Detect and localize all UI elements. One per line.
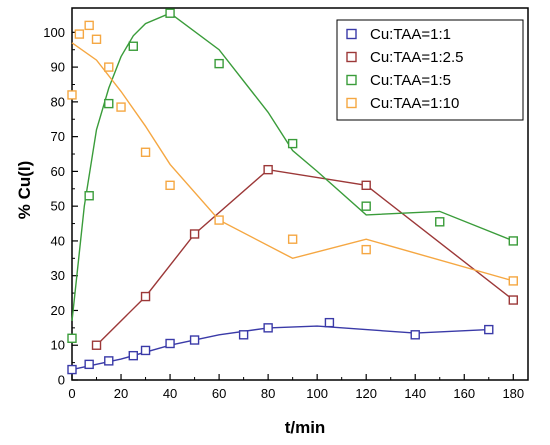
x-tick-label: 120 — [355, 386, 377, 401]
y-axis-ticks: 0 10 20 30 40 50 60 70 80 90 100 — [43, 25, 78, 388]
series-1-point — [84, 359, 94, 370]
series-4-point — [508, 276, 518, 286]
x-tick-label: 20 — [114, 386, 128, 401]
series-3-point — [84, 191, 94, 201]
series-4-point — [361, 244, 371, 255]
series-3-point — [104, 98, 114, 109]
plot-border — [71, 7, 529, 381]
series-1-point — [238, 330, 249, 340]
y-tick-label: 0 — [58, 373, 65, 388]
legend-box — [336, 19, 524, 121]
legend-label: Cu:TAA=1:5 — [370, 72, 451, 89]
series-2-point — [91, 340, 102, 350]
series-2-point — [361, 180, 371, 191]
y-tick-label: 30 — [51, 268, 65, 283]
y-tick-label: 10 — [51, 338, 65, 353]
series-4-point — [67, 90, 77, 100]
series-3-point — [361, 201, 371, 211]
legend: Cu:TAA=1:1 Cu:TAA=1:2.5 Cu:TAA=1:5 Cu:TAA=1… — [336, 19, 524, 121]
y-tick-label: 50 — [51, 199, 65, 214]
x-tick-label: 140 — [404, 386, 426, 401]
x-axis-title: t/min — [285, 418, 326, 437]
series-1-point — [189, 335, 200, 345]
legend-swatch — [346, 74, 357, 86]
series-1-point — [140, 345, 151, 356]
series-points — [67, 8, 518, 375]
legend-swatch — [346, 97, 357, 109]
x-axis-ticks: 0 20 40 60 80 100 120 140 160 180 — [68, 374, 524, 401]
y-tick-label: 90 — [51, 60, 65, 75]
series-3-point — [508, 236, 518, 246]
plot-frame — [71, 7, 529, 381]
y-tick-label: 60 — [51, 164, 65, 179]
series-2-point — [508, 295, 518, 305]
x-tick-label: 40 — [163, 386, 177, 401]
legend-swatch — [346, 28, 357, 40]
series-1-point — [324, 317, 335, 328]
series-1-point — [410, 330, 420, 340]
y-tick-label: 20 — [51, 303, 65, 318]
y-tick-label: 70 — [51, 129, 65, 144]
series-3-point — [214, 58, 224, 69]
series-1-point — [128, 350, 138, 361]
series-4-point — [74, 29, 85, 39]
series-1-point — [484, 324, 494, 335]
series-2-fit-line — [96, 168, 514, 346]
series-1-fit-line — [71, 325, 489, 371]
x-tick-label: 100 — [306, 386, 328, 401]
x-tick-label: 160 — [453, 386, 475, 401]
series-3-point — [67, 333, 77, 343]
series-2-point — [189, 229, 200, 239]
series-4-point — [214, 215, 224, 225]
series-1-point — [104, 356, 114, 366]
x-tick-label: 80 — [261, 386, 275, 401]
y-tick-label: 40 — [51, 233, 65, 248]
series-1-point — [67, 364, 77, 375]
series-3-point — [165, 8, 175, 18]
series-4-point — [104, 62, 114, 72]
series-4-point — [84, 20, 94, 31]
y-tick-label: 100 — [43, 25, 65, 40]
series-3-point — [435, 217, 445, 227]
series-4-point — [140, 147, 151, 157]
series-1-point — [165, 338, 175, 349]
y-axis-title: % Cu(I) — [15, 161, 34, 220]
x-tick-label: 180 — [502, 386, 524, 401]
series-4-point — [91, 34, 102, 44]
x-tick-label: 0 — [68, 386, 75, 401]
y-tick-label: 80 — [51, 94, 65, 109]
series-1-point — [263, 323, 273, 333]
series-2-point — [140, 291, 151, 302]
legend-label: Cu:TAA=1:10 — [370, 95, 459, 112]
x-tick-label: 60 — [212, 386, 226, 401]
legend-swatch — [346, 51, 357, 63]
series-2-point — [263, 164, 273, 175]
series-4-point — [116, 102, 126, 112]
series-4-point — [165, 180, 175, 191]
legend-label: Cu:TAA=1:2.5 — [370, 49, 464, 66]
legend-label: Cu:TAA=1:1 — [370, 26, 451, 43]
series-3-point — [128, 41, 138, 51]
series-3-point — [287, 138, 298, 149]
series-4-point — [287, 234, 298, 244]
